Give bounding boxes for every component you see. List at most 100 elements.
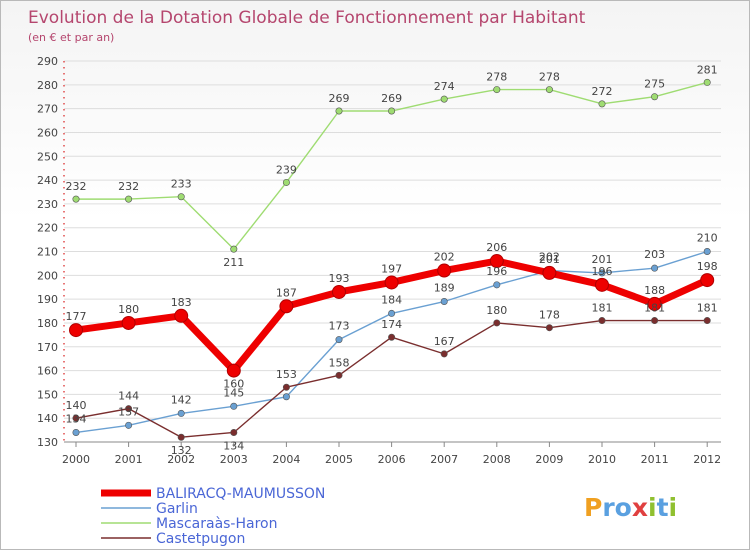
data-point — [440, 298, 448, 306]
data-point — [651, 93, 659, 101]
data-point — [595, 277, 609, 292]
data-point — [388, 309, 396, 317]
data-point — [647, 296, 662, 311]
data-point — [335, 336, 343, 344]
data-point — [493, 319, 501, 327]
x-tick-label: 2004 — [272, 453, 300, 466]
x-tick-label: 2008 — [483, 453, 511, 466]
data-point — [174, 308, 189, 323]
data-label: 189 — [434, 282, 455, 295]
series-mascara-s-haron — [72, 78, 711, 253]
data-point — [493, 86, 501, 94]
series-baliracq-maumusson — [69, 254, 715, 378]
data-label: 181 — [644, 302, 665, 315]
data-label: 272 — [592, 85, 613, 98]
data-label: 140 — [66, 399, 87, 412]
y-tick-label: 180 — [37, 317, 58, 330]
data-point — [489, 254, 504, 269]
x-tick-label: 2012 — [693, 453, 721, 466]
y-tick-label: 240 — [37, 174, 58, 187]
y-tick-label: 260 — [37, 126, 58, 139]
legend: BALIRACQ-MAUMUSSONGarlinMascaraàs-HaronC… — [101, 486, 325, 547]
data-label: 158 — [329, 356, 350, 369]
series-garlin — [72, 248, 711, 436]
y-tick-label: 280 — [37, 79, 58, 92]
data-label: 183 — [171, 296, 192, 309]
data-point — [598, 269, 606, 277]
data-point — [72, 195, 80, 203]
series-castetpugon — [72, 317, 711, 441]
data-point — [230, 245, 238, 253]
x-tick-label: 2005 — [325, 453, 353, 466]
legend-swatch — [101, 489, 151, 497]
data-point — [121, 315, 136, 330]
data-point — [125, 405, 133, 413]
data-label: 187 — [276, 286, 297, 299]
y-tick-label: 150 — [37, 388, 58, 401]
data-label: 178 — [539, 309, 560, 322]
data-label: 201 — [592, 253, 613, 266]
data-label: 201 — [539, 253, 560, 266]
data-label: 167 — [434, 335, 455, 348]
data-point — [332, 284, 346, 299]
data-point — [437, 263, 452, 278]
y-tick-label: 190 — [37, 293, 58, 306]
data-label: 142 — [171, 393, 192, 406]
series-layer: 232 232 233 211 239 269 269 274 278 278 272 275 281 1… — [66, 63, 718, 457]
y-tick-label: 250 — [37, 150, 58, 163]
data-label: 180 — [118, 303, 139, 316]
data-label: 184 — [381, 293, 402, 306]
data-point — [703, 78, 711, 86]
data-label: 239 — [276, 163, 297, 176]
data-point — [700, 273, 715, 288]
data-point — [598, 100, 606, 108]
data-point — [69, 323, 83, 338]
x-tick-label: 2006 — [378, 453, 406, 466]
proxiti-logo: Proxiti — [584, 493, 677, 522]
chart-title: Evolution de la Dotation Globale de Fonc… — [28, 8, 586, 28]
data-label: 211 — [223, 256, 244, 269]
data-label: 153 — [276, 368, 297, 381]
data-point — [177, 193, 185, 201]
data-point — [440, 350, 448, 358]
data-label: 137 — [118, 405, 139, 418]
data-point — [230, 402, 238, 410]
legend-label: Castetpugon — [156, 531, 245, 547]
chart-subtitle: (en € et par an) — [28, 31, 114, 44]
y-tick-label: 160 — [37, 365, 58, 378]
data-label: 269 — [329, 92, 350, 105]
data-point — [335, 371, 343, 379]
legend-swatch — [101, 537, 151, 539]
data-label: 134 — [223, 439, 244, 452]
x-tick-label: 2002 — [167, 453, 195, 466]
y-tick-label: 140 — [37, 412, 58, 425]
data-label: 197 — [381, 262, 402, 275]
data-label: 160 — [223, 378, 244, 391]
data-label: 278 — [486, 71, 507, 84]
data-label: 281 — [697, 63, 718, 76]
data-point — [545, 324, 553, 332]
data-label: 275 — [644, 78, 665, 91]
data-point — [279, 299, 294, 314]
data-label: 196 — [486, 265, 507, 278]
y-tick-label: 170 — [37, 341, 58, 354]
series-line — [76, 81, 708, 250]
data-point — [226, 363, 241, 378]
data-point — [545, 86, 553, 94]
data-point — [598, 317, 606, 325]
x-tick-label: 2001 — [115, 453, 143, 466]
data-label: 278 — [539, 71, 560, 84]
data-point — [125, 195, 133, 203]
data-point — [651, 317, 659, 325]
data-label: 206 — [486, 241, 507, 254]
data-label: 181 — [697, 302, 718, 315]
x-tick-label: 2009 — [535, 453, 563, 466]
data-label: 144 — [118, 390, 139, 403]
data-label: 202 — [539, 251, 560, 264]
data-point — [384, 275, 399, 290]
data-point — [440, 95, 448, 103]
y-tick-label: 270 — [37, 103, 58, 116]
legend-label: BALIRACQ-MAUMUSSON — [156, 486, 325, 502]
